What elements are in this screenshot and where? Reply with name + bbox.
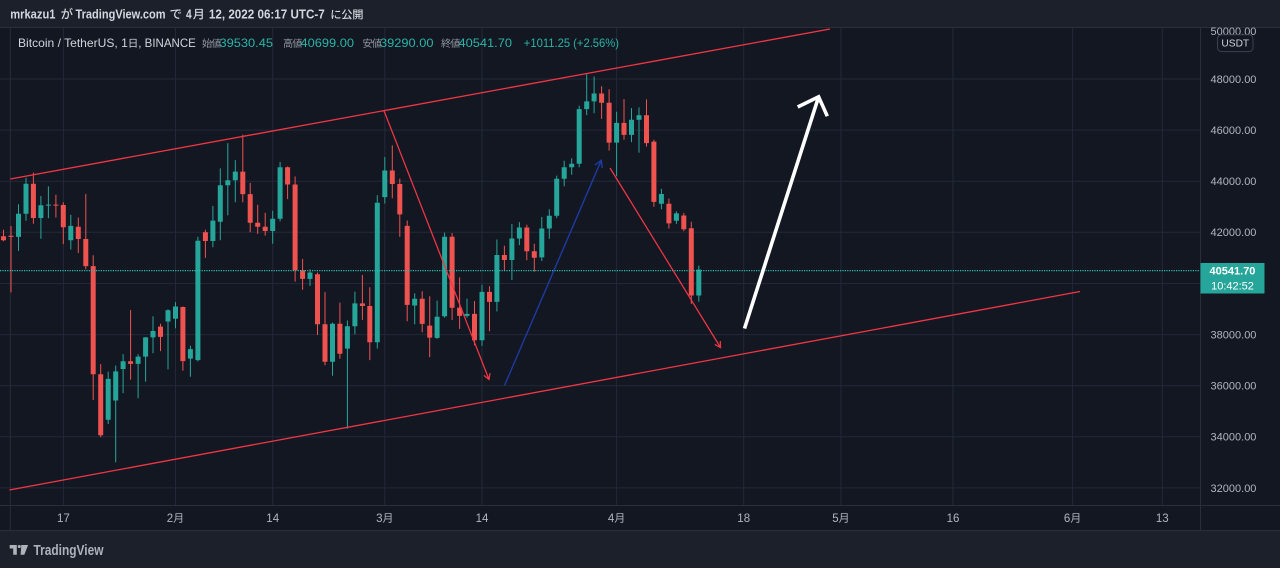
svg-text:46000.00: 46000.00: [1211, 125, 1257, 137]
svg-text:6: 6: [1064, 513, 1070, 525]
svg-text:40541.70: 40541.70: [459, 36, 513, 50]
svg-text:39290.00: 39290.00: [380, 36, 434, 50]
svg-text:13: 13: [1156, 513, 1169, 525]
svg-text:10:42:52: 10:42:52: [1211, 281, 1254, 293]
svg-text:39530.45: 39530.45: [220, 36, 274, 50]
svg-text:4: 4: [608, 513, 615, 525]
svg-text:36000.00: 36000.00: [1211, 381, 1257, 393]
svg-text:4: 4: [186, 7, 192, 22]
svg-text:USDT: USDT: [1221, 39, 1249, 50]
svg-text:40541.70: 40541.70: [1210, 266, 1256, 278]
svg-text:, BINANCE: , BINANCE: [138, 36, 196, 50]
svg-text:34000.00: 34000.00: [1211, 432, 1257, 444]
svg-text:12, 2022 06:17 UTC-7: 12, 2022 06:17 UTC-7: [209, 7, 325, 22]
svg-text:+1011.25 (+2.56%): +1011.25 (+2.56%): [524, 36, 619, 50]
svg-text:5: 5: [832, 513, 838, 525]
svg-text:50000.00: 50000.00: [1211, 26, 1257, 38]
svg-text:18: 18: [737, 513, 750, 525]
svg-text:mrkazu1: mrkazu1: [10, 7, 55, 22]
svg-text:44000.00: 44000.00: [1211, 176, 1257, 188]
svg-text:3: 3: [376, 513, 382, 525]
svg-text:17: 17: [57, 513, 70, 525]
svg-text:Bitcoin / TetherUS, 1: Bitcoin / TetherUS, 1: [18, 36, 128, 50]
svg-text:2: 2: [167, 513, 173, 525]
svg-text:42000.00: 42000.00: [1211, 227, 1257, 239]
svg-text:14: 14: [476, 513, 489, 525]
svg-text:32000.00: 32000.00: [1211, 483, 1257, 495]
svg-text:16: 16: [947, 513, 960, 525]
svg-text:TradingView.com: TradingView.com: [76, 7, 166, 22]
svg-text:48000.00: 48000.00: [1211, 74, 1257, 86]
svg-text:TradingView: TradingView: [34, 542, 104, 559]
svg-text:38000.00: 38000.00: [1211, 330, 1257, 342]
svg-text:14: 14: [266, 513, 279, 525]
svg-text:40699.00: 40699.00: [301, 36, 355, 50]
